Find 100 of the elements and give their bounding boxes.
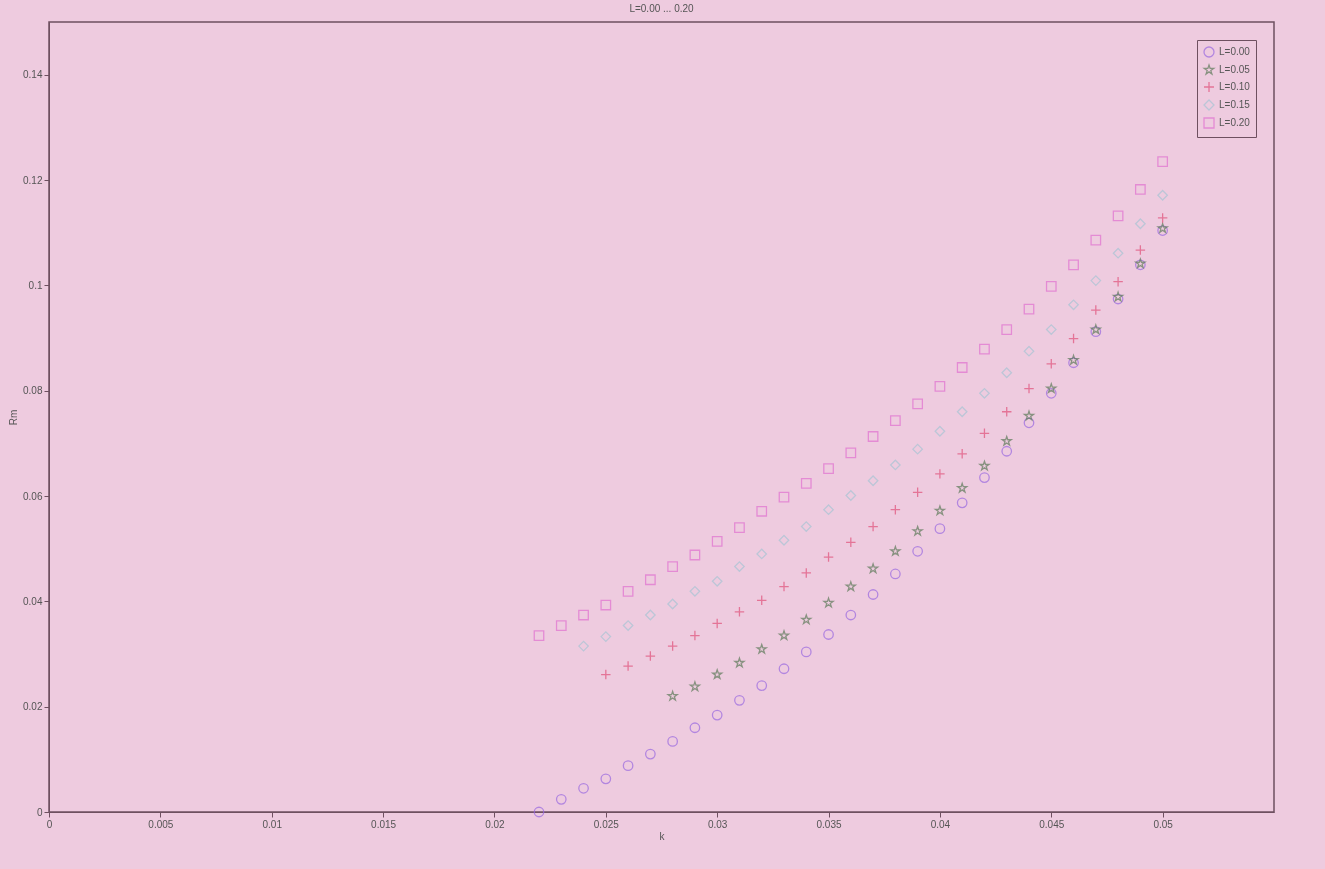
point [1112, 247, 1124, 259]
point [800, 477, 812, 489]
point [1045, 358, 1057, 370]
point [1068, 354, 1079, 365]
point [1112, 210, 1124, 222]
point [1046, 383, 1057, 394]
point [800, 646, 812, 658]
point [711, 709, 723, 721]
point [667, 640, 679, 652]
point [734, 606, 745, 618]
point [689, 585, 701, 597]
point [600, 631, 612, 643]
point [1001, 406, 1013, 418]
point [689, 630, 701, 641]
point [867, 563, 879, 574]
point [956, 406, 968, 418]
point [867, 431, 879, 442]
point [622, 620, 634, 631]
y-tick-label: 0 [36, 806, 43, 818]
point [622, 585, 634, 597]
point [734, 657, 745, 668]
point [1090, 275, 1102, 286]
point [711, 535, 723, 547]
point [667, 690, 678, 701]
point [734, 561, 745, 572]
x-tick-label: 0.03 [707, 818, 728, 830]
point [734, 522, 745, 533]
point [600, 669, 612, 680]
point [845, 447, 857, 459]
x-tick-label: 0.04 [930, 818, 951, 830]
y-tick-label: 0.12 [23, 174, 43, 186]
point [689, 549, 701, 561]
point [979, 343, 990, 355]
x-tick-label: 0.045 [1039, 818, 1065, 830]
point [578, 609, 589, 621]
point [845, 490, 857, 501]
point [845, 609, 857, 621]
y-tick-label: 0.06 [23, 490, 43, 502]
legend-label: L=0.00 [1219, 46, 1251, 57]
point [801, 614, 812, 625]
point [979, 472, 990, 483]
point [734, 694, 745, 706]
point [644, 609, 656, 621]
point [756, 505, 768, 517]
point [1090, 234, 1102, 246]
y-tick-label: 0.02 [23, 701, 43, 713]
point [711, 575, 723, 587]
point [644, 574, 656, 586]
x-tick-label: 0.02 [485, 818, 506, 830]
point [889, 415, 901, 427]
point [934, 468, 946, 480]
point [600, 599, 612, 611]
point [889, 459, 901, 471]
point [667, 561, 679, 572]
point [644, 748, 656, 760]
x-tick-label: 0.035 [816, 818, 842, 830]
point [756, 680, 768, 691]
point [778, 663, 790, 675]
point [823, 629, 834, 640]
point [689, 681, 701, 692]
point [912, 525, 923, 536]
x-tick-label: 0.015 [371, 818, 397, 830]
point [1068, 357, 1079, 369]
point [1134, 244, 1146, 256]
point [1001, 324, 1013, 335]
point [1068, 299, 1079, 311]
x-axis-title: k [659, 830, 666, 842]
point [778, 630, 790, 641]
point [800, 567, 812, 579]
point [1112, 276, 1124, 288]
point [578, 782, 589, 794]
point [823, 597, 834, 608]
point [555, 793, 567, 805]
point [823, 504, 834, 516]
point [956, 497, 968, 509]
point [756, 643, 767, 654]
point [1001, 435, 1012, 446]
y-tick-label: 0.08 [23, 385, 43, 397]
point [979, 427, 990, 439]
point [1023, 383, 1035, 394]
point [979, 460, 990, 471]
point [1068, 259, 1079, 271]
point [890, 545, 901, 556]
point [934, 381, 946, 392]
point [756, 548, 768, 560]
x-tick-label: 0 [46, 818, 53, 830]
point [979, 387, 990, 399]
point [889, 568, 901, 580]
point [555, 620, 567, 631]
legend-label: L=0.05 [1219, 64, 1251, 75]
point [667, 736, 679, 747]
point [1157, 212, 1169, 224]
point [600, 773, 612, 785]
point [1090, 304, 1102, 316]
point [912, 443, 924, 455]
x-tick-label: 0.01 [262, 818, 283, 830]
point [644, 650, 656, 662]
point [867, 589, 879, 600]
point [578, 640, 589, 652]
point [956, 362, 968, 373]
